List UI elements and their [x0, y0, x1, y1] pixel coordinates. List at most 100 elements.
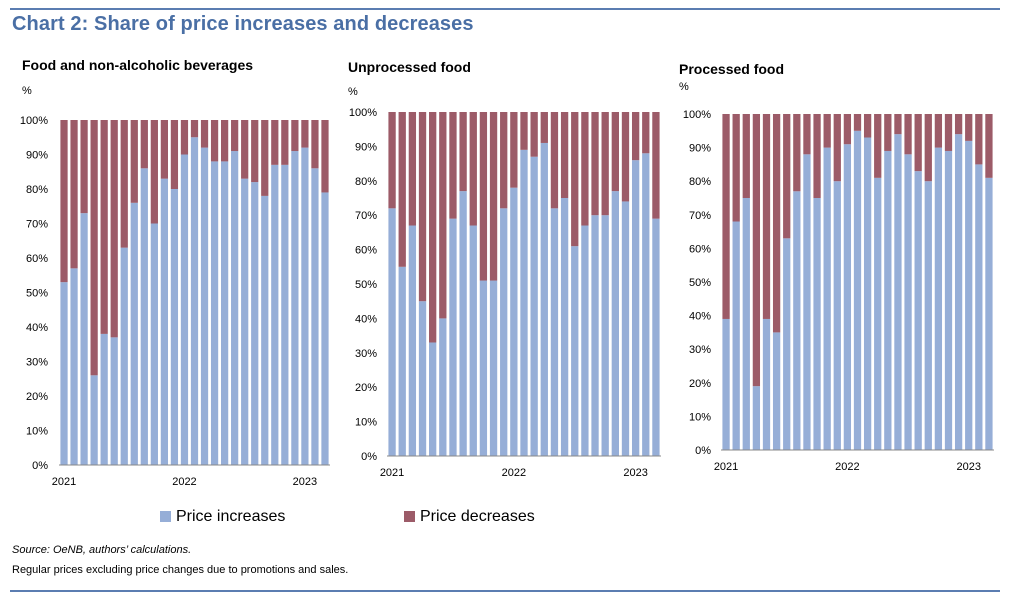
y-tick-label: 10% [689, 411, 711, 423]
bar-decrease [271, 120, 279, 165]
bar-decrease [965, 114, 973, 141]
bar-decrease [975, 114, 983, 165]
y-axis-unit: % [22, 85, 32, 97]
bar-increase [581, 225, 589, 456]
bar-increase [291, 151, 299, 466]
bar-decrease [439, 112, 447, 319]
bar-increase [803, 154, 811, 450]
bar-increase [110, 337, 118, 465]
legend-label-increases: Price increases [176, 508, 286, 525]
bar-increase [100, 333, 108, 465]
bar-increase [160, 178, 169, 465]
bar-decrease [231, 120, 239, 152]
y-tick-label: 100% [20, 115, 48, 127]
x-tick-label: 2021 [380, 467, 404, 479]
footnote: Regular prices excluding price changes d… [12, 564, 349, 576]
bar-increase [231, 151, 239, 466]
bar-increase [200, 147, 209, 465]
bar-increase [924, 181, 932, 450]
bar-increase [732, 221, 740, 450]
bar-decrease [833, 114, 841, 182]
bar-increase [752, 386, 761, 450]
chart-title: Processed food [679, 61, 784, 77]
bar-increase [863, 137, 872, 450]
bar-increase [611, 191, 619, 456]
bar-decrease [742, 114, 750, 198]
bar-decrease [793, 114, 801, 192]
source-note: Source: OeNB, authors’ calculations. [12, 544, 192, 556]
bar-decrease [642, 112, 650, 154]
bar-decrease [813, 114, 821, 198]
x-tick-label: 2022 [835, 461, 859, 473]
bar-decrease [180, 120, 189, 155]
bar-increase [772, 332, 781, 450]
bar-decrease [510, 112, 518, 188]
bar-increase [190, 137, 199, 465]
bar-decrease [388, 112, 396, 209]
bar-increase [271, 164, 279, 465]
bar-increase [530, 156, 538, 456]
bar-increase [934, 147, 943, 450]
x-tick-label: 2023 [956, 461, 980, 473]
bar-increase [408, 225, 417, 456]
bar-increase [429, 342, 437, 456]
legend-item-increases: Price increases [160, 508, 285, 526]
y-tick-label: 70% [355, 210, 377, 222]
bar-increase [601, 215, 609, 456]
bar-decrease [221, 120, 229, 162]
y-tick-label: 60% [689, 243, 711, 255]
bar-decrease [291, 120, 299, 152]
y-tick-label: 90% [26, 150, 48, 162]
x-tick-label: 2021 [714, 461, 738, 473]
y-tick-label: 40% [689, 311, 711, 323]
legend-swatch-increases [160, 511, 171, 522]
bar-increase [965, 140, 973, 450]
y-tick-label: 20% [689, 378, 711, 390]
y-axis-unit: % [348, 86, 358, 98]
bar-decrease [823, 114, 831, 148]
bar-decrease [130, 120, 138, 203]
bar-increase [591, 215, 599, 456]
bar-decrease [408, 112, 417, 226]
bar-increase [281, 164, 289, 465]
bar-decrease [904, 114, 912, 155]
bar-decrease [90, 120, 98, 376]
chart-title: Unprocessed food [348, 59, 471, 75]
bar-decrease [894, 114, 902, 135]
bar-increase [150, 223, 158, 465]
bottom-rule [10, 590, 1000, 592]
bar-increase [321, 192, 329, 465]
bar-decrease [429, 112, 437, 343]
bar-decrease [843, 114, 852, 145]
bar-decrease [60, 120, 68, 283]
bar-increase [479, 280, 488, 456]
bar-decrease [863, 114, 872, 138]
bar-increase [985, 177, 993, 450]
bar-decrease [934, 114, 943, 148]
x-tick-label: 2023 [623, 467, 647, 479]
bar-decrease [540, 112, 548, 143]
bar-decrease [560, 112, 569, 198]
bar-increase [311, 168, 319, 466]
bar-increase [520, 149, 528, 456]
y-tick-label: 30% [689, 344, 711, 356]
bar-decrease [924, 114, 932, 182]
bar-increase [621, 201, 630, 456]
bar-increase [742, 198, 750, 450]
legend-label-decreases: Price decreases [420, 508, 535, 525]
bar-increase [904, 154, 912, 450]
bar-decrease [520, 112, 528, 150]
bar-increase [571, 246, 579, 456]
y-axis-unit: % [679, 81, 689, 93]
y-tick-label: 90% [355, 141, 377, 153]
bar-decrease [100, 120, 108, 334]
bar-increase [510, 187, 518, 456]
legend-item-decreases: Price decreases [404, 508, 535, 526]
y-tick-label: 40% [355, 313, 377, 325]
y-tick-label: 50% [689, 277, 711, 289]
bar-increase [70, 268, 78, 465]
bar-increase [449, 218, 457, 456]
bar-increase [631, 160, 640, 456]
bar-decrease [601, 112, 609, 216]
y-tick-label: 60% [26, 253, 48, 265]
